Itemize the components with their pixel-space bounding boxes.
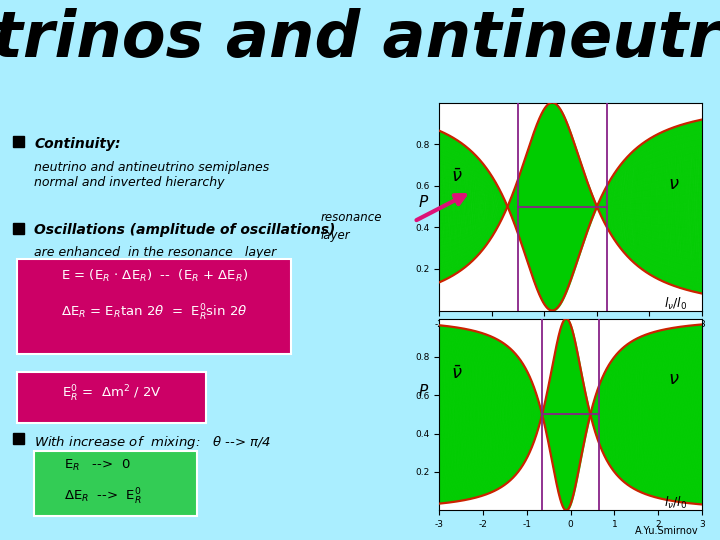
- Text: E = (E$_R$ $\cdot$ $\Delta$E$_R$)  --  (E$_R$ + $\Delta$E$_R$): E = (E$_R$ $\cdot$ $\Delta$E$_R$) -- (E$…: [60, 268, 248, 284]
- Text: resonance: resonance: [320, 211, 382, 225]
- Bar: [35, 451, 197, 516]
- Text: Neutrinos and antineutrinos: Neutrinos and antineutrinos: [0, 8, 720, 70]
- Bar: [13, 222, 24, 234]
- Text: are enhanced  in the resonance   layer: are enhanced in the resonance layer: [35, 246, 276, 259]
- Text: $\bar{\nu}$: $\bar{\nu}$: [451, 364, 463, 383]
- Text: $\Delta$E$_R$ = E$_R$tan 2$\theta$  =  E$_R^0$sin 2$\theta$: $\Delta$E$_R$ = E$_R$tan 2$\theta$ = E$_…: [61, 303, 248, 323]
- Text: P: P: [419, 384, 428, 399]
- Text: A.Yu.Smirnov: A.Yu.Smirnov: [635, 525, 698, 536]
- Text: Continuity:: Continuity:: [35, 137, 121, 151]
- Text: $\nu$: $\nu$: [668, 370, 680, 388]
- Text: With increase of  mixing:   $\theta$ --> $\pi$/4: With increase of mixing: $\theta$ --> $\…: [35, 434, 271, 451]
- Text: E$_R$   -->  0: E$_R$ --> 0: [64, 458, 131, 473]
- Text: $\bar{\nu}$: $\bar{\nu}$: [451, 168, 463, 186]
- Text: layer: layer: [320, 228, 350, 242]
- Text: neutrino and antineutrino semiplanes
normal and inverted hierarchy: neutrino and antineutrino semiplanes nor…: [35, 161, 269, 190]
- Text: $\Delta$E$_R$  -->  E$_R^0$: $\Delta$E$_R$ --> E$_R^0$: [64, 487, 142, 507]
- Text: $l_\nu/l_0$: $l_\nu/l_0$: [664, 495, 687, 511]
- Text: $\nu$: $\nu$: [668, 174, 680, 193]
- Bar: [17, 259, 292, 354]
- Bar: [17, 372, 206, 423]
- Text: P: P: [419, 195, 428, 210]
- Bar: [13, 136, 24, 147]
- Bar: [13, 433, 24, 444]
- Text: Oscillations (amplitude of oscillations): Oscillations (amplitude of oscillations): [35, 224, 336, 238]
- Text: $l_\nu/l_0$: $l_\nu/l_0$: [664, 296, 687, 312]
- Text: E$_R^0$ =  $\Delta$m$^2$ / 2V: E$_R^0$ = $\Delta$m$^2$ / 2V: [62, 384, 161, 404]
